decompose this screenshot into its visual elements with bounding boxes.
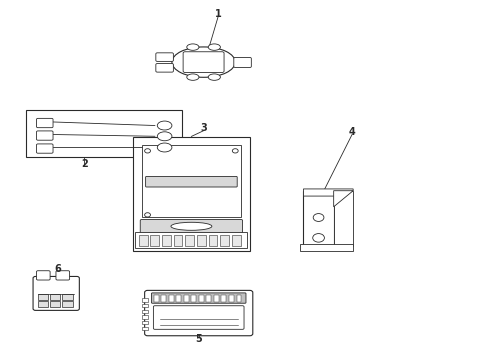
Bar [197,235,206,246]
Bar [199,295,204,302]
Bar [62,294,73,300]
Bar [192,295,196,302]
Bar [162,235,171,246]
Bar [139,235,147,246]
Ellipse shape [157,121,172,130]
Bar [209,235,218,246]
FancyBboxPatch shape [146,176,237,187]
Bar [26,111,182,157]
Text: 2: 2 [81,159,88,169]
Ellipse shape [157,143,172,152]
Bar [229,295,234,302]
Bar [303,191,334,246]
Bar [206,295,211,302]
FancyBboxPatch shape [156,64,173,72]
Bar [150,235,159,246]
FancyBboxPatch shape [153,306,244,329]
Bar [169,295,174,302]
FancyBboxPatch shape [36,118,53,128]
FancyBboxPatch shape [36,131,53,140]
Bar [161,295,166,302]
FancyBboxPatch shape [36,271,50,280]
Polygon shape [303,189,353,196]
FancyBboxPatch shape [183,52,224,72]
Bar [133,137,250,251]
Bar [142,315,148,319]
Bar [135,233,247,248]
Text: 1: 1 [215,9,221,19]
Text: 3: 3 [200,123,207,133]
Bar [142,304,148,307]
Polygon shape [334,191,353,207]
Ellipse shape [187,44,199,50]
FancyBboxPatch shape [56,271,70,280]
Ellipse shape [187,74,199,80]
FancyBboxPatch shape [151,293,246,303]
Bar [142,327,148,330]
Bar [334,191,353,246]
Bar [184,295,189,302]
Ellipse shape [157,132,172,141]
Ellipse shape [172,47,235,77]
Bar [62,301,73,307]
Bar [38,294,48,300]
Text: 5: 5 [196,334,202,344]
Bar [173,235,182,246]
Bar [185,235,194,246]
Bar [50,294,60,300]
Bar [38,301,48,307]
Ellipse shape [208,44,220,50]
FancyBboxPatch shape [33,276,79,310]
Ellipse shape [208,74,220,80]
Bar [220,235,229,246]
Bar [142,298,148,302]
Bar [50,301,60,307]
Text: 6: 6 [54,264,61,274]
FancyBboxPatch shape [36,144,53,153]
Circle shape [145,213,150,217]
Circle shape [313,213,324,221]
Bar [237,295,242,302]
Circle shape [313,234,324,242]
Bar [299,244,353,251]
Circle shape [232,149,238,153]
Bar [154,295,159,302]
Bar [142,321,148,324]
Bar [142,310,148,313]
Bar [176,295,181,302]
Bar [232,235,241,246]
FancyBboxPatch shape [156,53,173,62]
Bar [142,145,241,217]
Bar [221,295,226,302]
FancyBboxPatch shape [140,220,243,233]
Circle shape [145,149,150,153]
FancyBboxPatch shape [234,58,251,67]
Text: 4: 4 [349,127,356,137]
Ellipse shape [171,222,212,230]
FancyBboxPatch shape [145,291,253,336]
Bar [214,295,219,302]
